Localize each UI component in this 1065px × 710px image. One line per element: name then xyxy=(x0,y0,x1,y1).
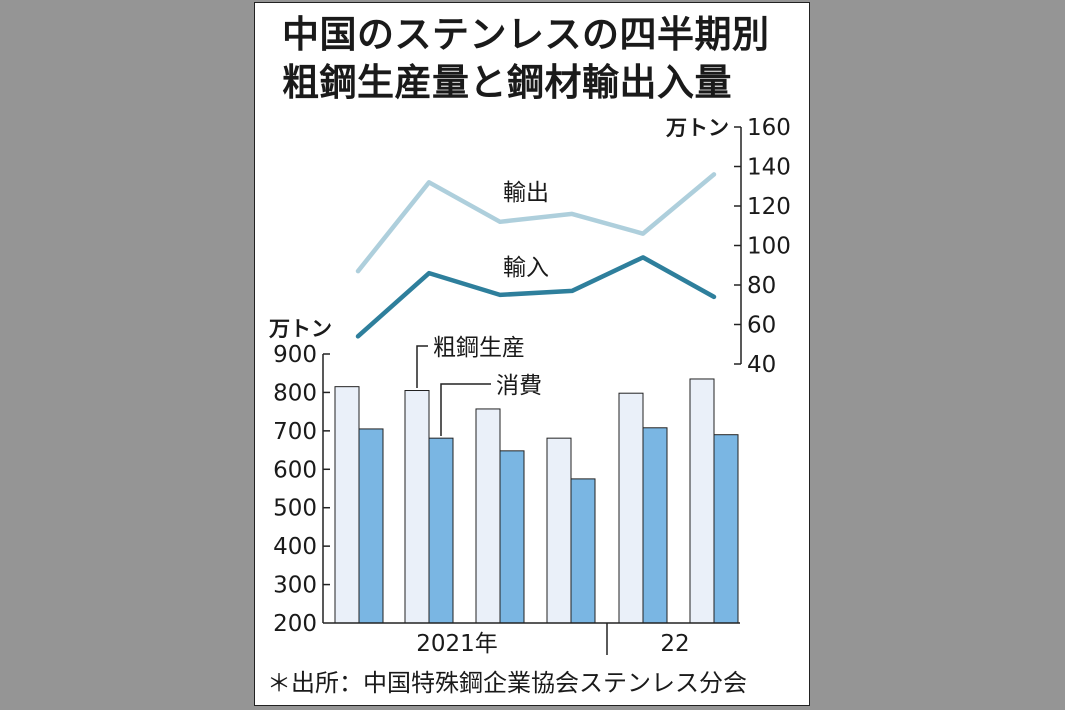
bar-consumption xyxy=(570,478,596,624)
bar-production xyxy=(689,378,715,624)
bar-production xyxy=(475,408,501,624)
bar-consumption xyxy=(642,427,668,624)
chart-title: 中国のステンレスの四半期別 粗鋼生産量と鋼材輸出入量 xyxy=(282,11,770,107)
line-y-tick-label: 60 xyxy=(747,313,776,339)
bar-production xyxy=(618,392,644,624)
line-series-export xyxy=(355,172,717,274)
bar-production xyxy=(404,390,430,624)
chart-panel: 中国のステンレスの四半期別 粗鋼生産量と鋼材輸出入量 40 60 80 100 120 1… xyxy=(254,2,810,706)
bar-y-tick-label: 200 xyxy=(273,611,317,637)
line-y-tick-label: 100 xyxy=(747,234,791,260)
x-label-22: 22 xyxy=(660,631,689,657)
bar-y-tick-label: 300 xyxy=(273,573,317,599)
bar-y-tick-label: 800 xyxy=(273,380,317,406)
bar-production xyxy=(334,386,360,624)
source-note: ＊出所：中国特殊鋼企業協会ステンレス分会 xyxy=(267,669,747,697)
bar-y-tick-label: 500 xyxy=(273,496,317,522)
line-series-label: 輸入 xyxy=(503,255,549,281)
legend-leader-production xyxy=(416,345,428,388)
legend-label-production: 粗鋼生産 xyxy=(433,335,525,361)
line-y-tick-label: 160 xyxy=(747,115,791,141)
bar-consumption xyxy=(713,434,739,624)
legend-label-consumption: 消費 xyxy=(496,373,542,399)
title-line-2: 粗鋼生産量と鋼材輸出入量 xyxy=(282,61,732,104)
bar-unit-label: 万トン xyxy=(268,317,332,341)
bar-y-tick-label: 700 xyxy=(273,419,317,445)
line-series-label: 輸出 xyxy=(503,180,549,206)
x-label-2021: 2021年 xyxy=(416,631,498,657)
chart-canvas: 406080100120140160万トン輸出輸入200300400500600… xyxy=(268,115,791,657)
line-y-tick-label: 120 xyxy=(747,194,791,220)
line-unit-label: 万トン xyxy=(665,116,729,140)
bar-consumption xyxy=(499,450,525,624)
bar-production xyxy=(546,437,572,624)
bar-y-tick-label: 400 xyxy=(273,534,317,560)
bar-y-tick-label: 600 xyxy=(273,457,317,483)
legend-leader-consumption xyxy=(440,383,491,436)
bar-y-tick-label: 900 xyxy=(273,342,317,368)
line-series-import xyxy=(355,255,717,339)
bar-consumption xyxy=(358,428,384,624)
title-line-1: 中国のステンレスの四半期別 xyxy=(282,13,770,56)
line-y-tick-label: 80 xyxy=(747,273,776,299)
line-y-tick-label: 40 xyxy=(747,352,776,378)
bar-consumption xyxy=(428,437,454,624)
line-y-tick-label: 140 xyxy=(747,155,791,181)
